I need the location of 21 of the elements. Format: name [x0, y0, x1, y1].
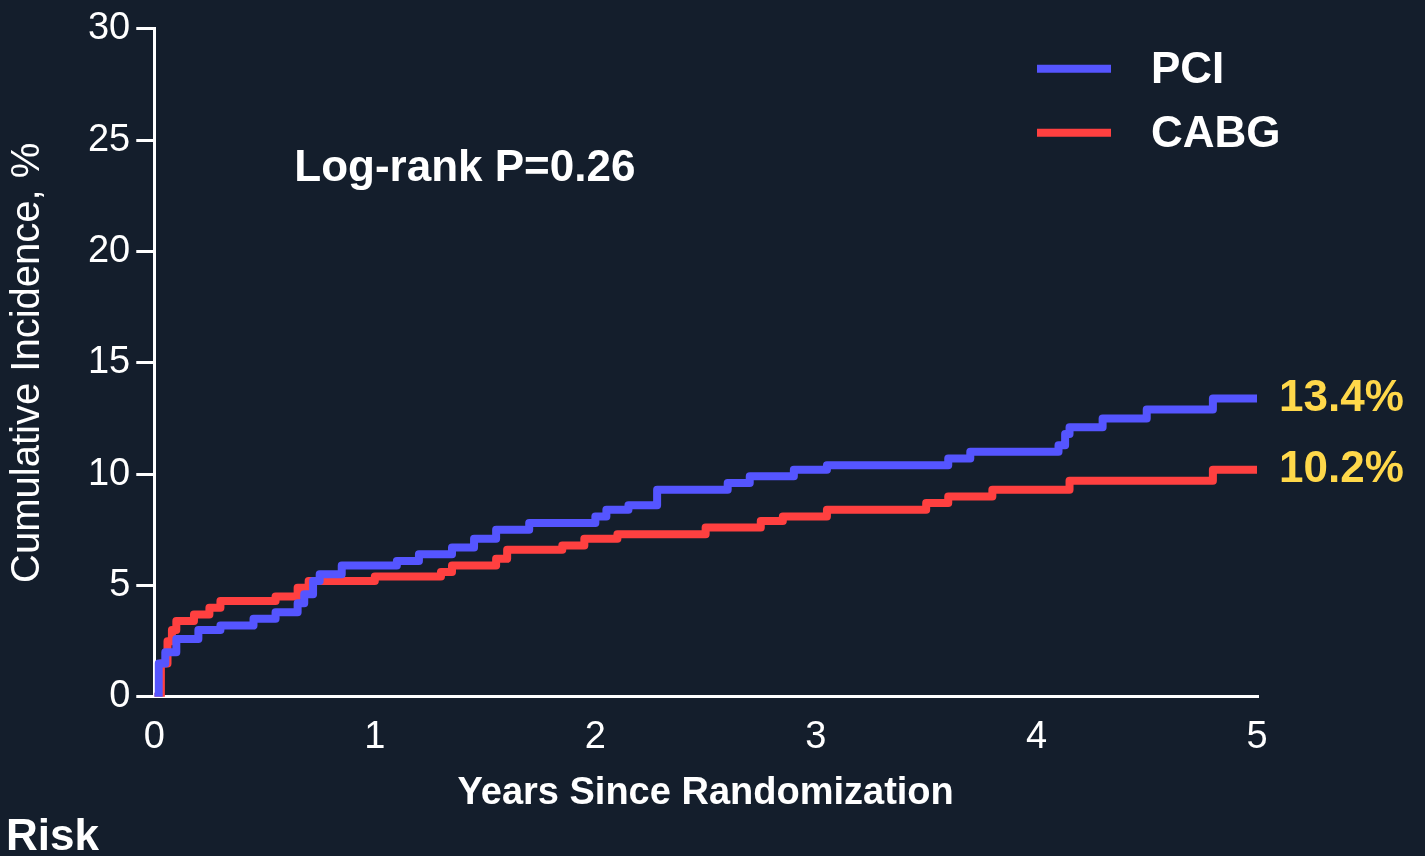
x-axis-title: Years Since Randomization: [457, 769, 954, 812]
legend-label: CABG: [1151, 106, 1281, 156]
y-axis-title: Cumulative Incidence, %: [3, 142, 48, 583]
y-tick-label: 25: [87, 116, 131, 159]
x-tick-label: 4: [1025, 714, 1048, 757]
text: Risk: [6, 810, 100, 856]
y-tick-label: 15: [87, 339, 131, 382]
y-tick-label: 0: [109, 673, 131, 716]
x-tick-label: 1: [364, 714, 386, 757]
annotation: Log-rank P=0.26: [294, 140, 636, 190]
y-tick-label: 10: [87, 450, 131, 493]
y-tick-label: 5: [109, 561, 131, 604]
legend-label: PCI: [1151, 42, 1225, 92]
x-tick-label: 2: [584, 714, 606, 757]
annotation: 13.4%: [1279, 370, 1404, 420]
y-tick-label: 20: [87, 227, 131, 270]
x-tick-label: 3: [805, 714, 827, 757]
x-tick-label: 0: [143, 714, 165, 757]
annotation: 10.2%: [1279, 441, 1404, 491]
y-tick-label: 30: [87, 5, 131, 48]
x-tick-label: 5: [1246, 714, 1268, 757]
